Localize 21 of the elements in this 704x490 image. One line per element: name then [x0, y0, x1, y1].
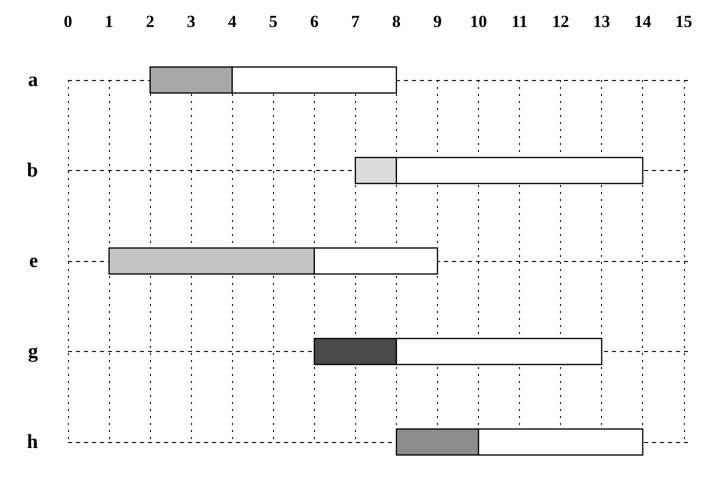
y-tick-label: h [26, 431, 38, 453]
x-tick-label: 4 [228, 12, 237, 31]
x-tick-label: 2 [146, 12, 154, 31]
x-tick-label: 11 [512, 12, 528, 31]
x-tick-label: 8 [392, 12, 401, 31]
x-tick-label: 0 [64, 12, 72, 31]
x-tick-label: 9 [433, 12, 442, 31]
x-tick-label: 3 [186, 12, 196, 31]
y-tick-label: e [29, 250, 38, 272]
x-tick-label: 12 [552, 12, 570, 31]
y-tick-label: g [28, 340, 38, 362]
x-tick-label: 1 [104, 12, 114, 31]
x-tick-label: 15 [675, 12, 692, 31]
x-tick-label: 5 [269, 12, 278, 31]
x-tick-label: 7 [351, 12, 360, 31]
x-tick-label: 14 [634, 12, 652, 31]
x-tick-label: 6 [310, 12, 319, 31]
x-tick-label: 10 [470, 12, 488, 31]
y-tick-label: a [28, 69, 38, 91]
y-tick-label: b [26, 160, 38, 182]
x-tick-label: 13 [593, 12, 610, 31]
